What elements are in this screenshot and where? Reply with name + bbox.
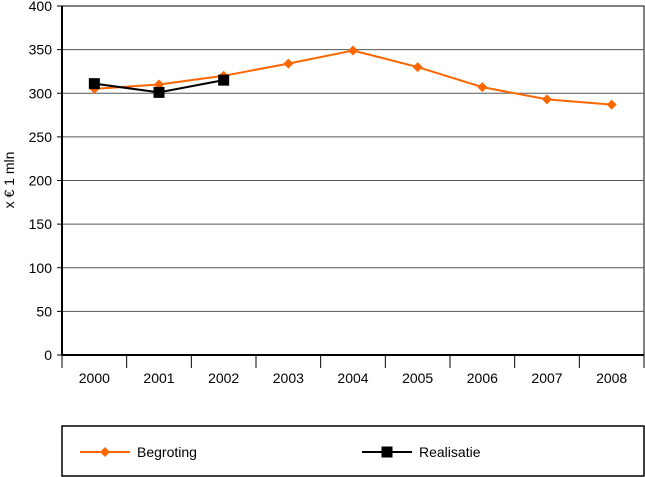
x-tick-label: 2006 — [467, 370, 498, 386]
data-point-begroting — [477, 82, 488, 93]
y-axis-label: x € 1 mln — [1, 152, 17, 209]
x-tick-label: 2005 — [402, 370, 433, 386]
x-tick-label: 2008 — [596, 370, 627, 386]
data-point-begroting — [348, 45, 358, 56]
x-tick-label: 2000 — [79, 370, 110, 386]
legend-label-realisatie: Realisatie — [419, 444, 481, 460]
y-tick-label: 0 — [44, 347, 52, 363]
data-point-realisatie — [218, 74, 230, 86]
legend — [61, 425, 645, 477]
legend-marker-begroting — [100, 447, 110, 457]
y-tick-label: 250 — [29, 129, 53, 145]
x-tick-label: 2001 — [143, 370, 174, 386]
data-point-begroting — [542, 94, 552, 105]
y-tick-label: 200 — [29, 173, 53, 189]
data-point-begroting — [606, 99, 617, 110]
legend-marker-realisatie — [381, 446, 393, 458]
y-tick-label: 150 — [29, 216, 53, 232]
legend-label-begroting: Begroting — [137, 444, 197, 460]
data-point-begroting — [412, 62, 423, 73]
x-tick-label: 2002 — [208, 370, 239, 386]
series-line-begroting — [94, 49, 612, 106]
data-point-realisatie — [88, 78, 100, 90]
y-tick-label: 400 — [29, 0, 53, 14]
y-tick-label: 50 — [36, 303, 52, 319]
x-tick-label: 2007 — [531, 370, 562, 386]
y-tick-label: 350 — [29, 42, 53, 58]
data-point-begroting — [283, 58, 294, 69]
y-tick-label: 300 — [29, 85, 53, 101]
y-tick-label: 100 — [29, 260, 53, 276]
x-tick-label: 2003 — [273, 370, 304, 386]
data-point-realisatie — [153, 86, 165, 98]
x-tick-label: 2004 — [337, 370, 368, 386]
